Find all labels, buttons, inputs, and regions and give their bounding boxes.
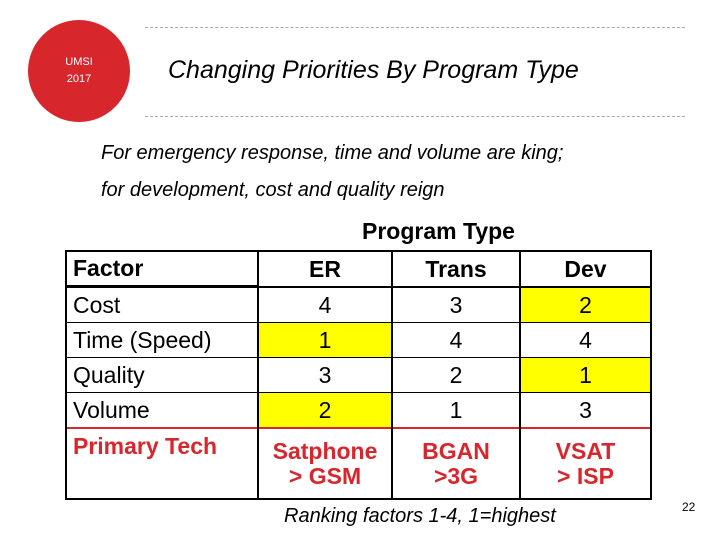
header-dev: Dev: [519, 250, 652, 288]
factor-label: Cost: [65, 286, 259, 323]
header-factor: Factor: [65, 250, 259, 288]
priority-table: Factor ER Trans Dev Cost 4 3 2 Time (Spe…: [65, 250, 652, 500]
ranking-footnote: Ranking factors 1-4, 1=highest: [284, 505, 556, 527]
header-er: ER: [257, 250, 393, 288]
cell-dev: 2: [519, 286, 652, 323]
table-header-row: Factor ER Trans Dev: [65, 250, 652, 288]
tech-er-line1: Satphone: [272, 438, 378, 465]
umsi-logo: UMSI 2017: [28, 20, 130, 122]
cell-trans: 3: [391, 286, 521, 323]
tech-trans-line2: >3G: [433, 462, 479, 489]
cell-trans: 4: [391, 322, 521, 358]
top-divider: [145, 27, 685, 28]
table-row-volume: Volume 2 1 3: [65, 392, 652, 429]
cell-er: 2: [257, 392, 393, 429]
factor-label: Time (Speed): [65, 322, 259, 358]
page-number: 22: [682, 500, 696, 514]
factor-label: Quality: [65, 357, 259, 393]
table-row-time: Time (Speed) 1 4 4: [65, 322, 652, 358]
cell-er: 1: [257, 322, 393, 358]
table-row-primary-tech: Primary Tech Satphone > GSM BGAN >3G VSA…: [65, 427, 652, 500]
cell-dev: 3: [519, 392, 652, 429]
subtitle-line-2: for development, cost and quality reign: [101, 179, 445, 201]
tech-trans: BGAN >3G: [391, 427, 521, 500]
cell-trans: 2: [391, 357, 521, 393]
logo-text-line2: 2017: [66, 73, 92, 85]
cell-dev: 4: [519, 322, 652, 358]
factor-label: Volume: [65, 392, 259, 429]
cell-er: 4: [257, 286, 393, 323]
table-caption: Program Type: [362, 218, 515, 244]
tech-dev: VSAT > ISP: [519, 427, 652, 500]
slide-title: Changing Priorities By Program Type: [168, 56, 579, 84]
table-row-cost: Cost 4 3 2: [65, 286, 652, 323]
logo-text-line1: UMSI: [65, 55, 93, 68]
title-divider: [145, 116, 685, 117]
header-trans: Trans: [391, 250, 521, 288]
cell-trans: 1: [391, 392, 521, 429]
subtitle-line-1: For emergency response, time and volume …: [101, 142, 564, 164]
cell-er: 3: [257, 357, 393, 393]
tech-er-line2: > GSM: [288, 462, 362, 489]
tech-trans-line1: BGAN: [422, 438, 490, 465]
primary-tech-label: Primary Tech: [65, 427, 259, 500]
tech-er: Satphone > GSM: [257, 427, 393, 500]
tech-dev-line1: VSAT: [555, 438, 616, 465]
cell-dev: 1: [519, 357, 652, 393]
tech-dev-line2: > ISP: [557, 462, 614, 489]
table-row-quality: Quality 3 2 1: [65, 357, 652, 393]
